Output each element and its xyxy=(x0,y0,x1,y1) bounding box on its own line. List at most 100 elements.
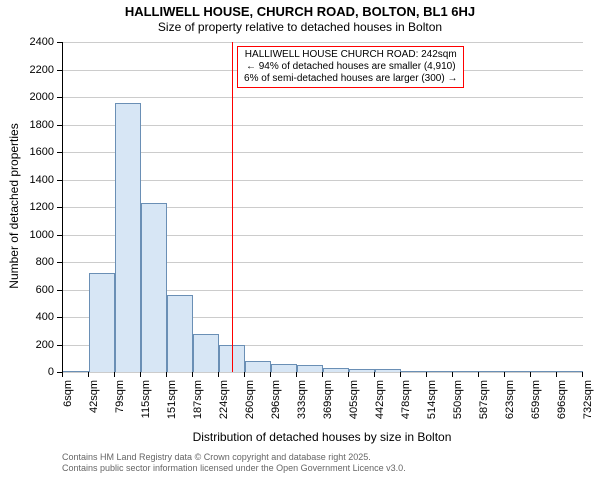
y-tick xyxy=(57,42,62,43)
histogram-bar xyxy=(63,371,89,372)
x-tick xyxy=(322,372,323,377)
y-tick xyxy=(57,262,62,263)
y-tick xyxy=(57,97,62,98)
x-tick-label: 187sqm xyxy=(192,380,204,430)
reference-line xyxy=(232,42,233,372)
x-tick-label: 623sqm xyxy=(504,380,516,430)
histogram-bar xyxy=(401,371,427,372)
y-tick-label: 1600 xyxy=(0,146,54,158)
y-tick-label: 2200 xyxy=(0,64,54,76)
y-tick-label: 1800 xyxy=(0,119,54,131)
x-tick xyxy=(270,372,271,377)
plot-area xyxy=(62,42,583,373)
x-tick-label: 732sqm xyxy=(582,380,594,430)
x-tick xyxy=(166,372,167,377)
histogram-bar xyxy=(193,334,219,373)
y-tick-label: 200 xyxy=(0,339,54,351)
x-tick xyxy=(504,372,505,377)
x-tick xyxy=(452,372,453,377)
x-tick-label: 333sqm xyxy=(296,380,308,430)
x-tick xyxy=(556,372,557,377)
y-gridline xyxy=(63,372,583,373)
x-tick xyxy=(426,372,427,377)
x-tick-label: 6sqm xyxy=(62,380,74,430)
chart-container: HALLIWELL HOUSE, CHURCH ROAD, BOLTON, BL… xyxy=(0,0,600,500)
y-tick xyxy=(57,125,62,126)
histogram-bar xyxy=(375,369,401,372)
y-tick-label: 1000 xyxy=(0,229,54,241)
x-tick-label: 442sqm xyxy=(374,380,386,430)
x-tick-label: 260sqm xyxy=(244,380,256,430)
x-tick xyxy=(62,372,63,377)
y-tick-label: 600 xyxy=(0,284,54,296)
annotation-line1: HALLIWELL HOUSE CHURCH ROAD: 242sqm xyxy=(244,49,457,61)
x-tick xyxy=(140,372,141,377)
histogram-bar xyxy=(505,371,531,372)
y-gridline xyxy=(63,180,583,181)
y-gridline xyxy=(63,152,583,153)
x-tick-label: 115sqm xyxy=(140,380,152,430)
histogram-bar xyxy=(89,273,115,372)
y-tick xyxy=(57,235,62,236)
histogram-bar xyxy=(115,103,141,373)
x-tick xyxy=(296,372,297,377)
y-tick xyxy=(57,70,62,71)
y-tick xyxy=(57,207,62,208)
x-tick xyxy=(192,372,193,377)
histogram-bar xyxy=(323,368,349,372)
x-tick-label: 79sqm xyxy=(114,380,126,430)
x-tick-label: 224sqm xyxy=(218,380,230,430)
histogram-bar xyxy=(245,361,271,372)
x-tick xyxy=(88,372,89,377)
x-tick xyxy=(478,372,479,377)
annotation-line2: ← 94% of detached houses are smaller (4,… xyxy=(244,61,457,73)
histogram-bar xyxy=(141,203,167,372)
histogram-bar xyxy=(427,371,453,372)
histogram-bar xyxy=(297,365,323,372)
y-gridline xyxy=(63,125,583,126)
x-tick xyxy=(374,372,375,377)
x-tick xyxy=(530,372,531,377)
histogram-bar xyxy=(349,369,375,372)
title-line2: Size of property relative to detached ho… xyxy=(0,20,600,34)
x-tick-label: 514sqm xyxy=(426,380,438,430)
histogram-bar xyxy=(167,295,193,372)
y-tick-label: 2400 xyxy=(0,36,54,48)
y-tick-label: 800 xyxy=(0,256,54,268)
x-tick xyxy=(582,372,583,377)
y-tick-label: 400 xyxy=(0,311,54,323)
y-tick xyxy=(57,345,62,346)
x-tick-label: 296sqm xyxy=(270,380,282,430)
y-tick xyxy=(57,290,62,291)
y-tick xyxy=(57,180,62,181)
x-tick-label: 151sqm xyxy=(166,380,178,430)
y-tick-label: 1400 xyxy=(0,174,54,186)
footer-line1: Contains HM Land Registry data © Crown c… xyxy=(62,452,406,463)
y-gridline xyxy=(63,42,583,43)
y-tick xyxy=(57,317,62,318)
y-tick-label: 2000 xyxy=(0,91,54,103)
histogram-bar xyxy=(479,371,505,372)
x-tick xyxy=(218,372,219,377)
annotation-line3: 6% of semi-detached houses are larger (3… xyxy=(244,73,457,85)
x-axis-label: Distribution of detached houses by size … xyxy=(62,430,582,444)
footer-line2: Contains public sector information licen… xyxy=(62,463,406,474)
x-tick-label: 478sqm xyxy=(400,380,412,430)
x-tick xyxy=(244,372,245,377)
annotation-box: HALLIWELL HOUSE CHURCH ROAD: 242sqm ← 94… xyxy=(237,46,464,88)
histogram-bar xyxy=(271,364,297,372)
x-tick xyxy=(348,372,349,377)
y-tick xyxy=(57,152,62,153)
x-tick-label: 659sqm xyxy=(530,380,542,430)
histogram-bar xyxy=(557,371,583,372)
histogram-bar xyxy=(531,371,557,372)
y-tick-label: 1200 xyxy=(0,201,54,213)
x-tick xyxy=(114,372,115,377)
x-tick-label: 696sqm xyxy=(556,380,568,430)
x-tick-label: 42sqm xyxy=(88,380,100,430)
x-tick-label: 369sqm xyxy=(322,380,334,430)
x-tick xyxy=(400,372,401,377)
x-tick-label: 405sqm xyxy=(348,380,360,430)
title-line1: HALLIWELL HOUSE, CHURCH ROAD, BOLTON, BL… xyxy=(0,4,600,20)
footer: Contains HM Land Registry data © Crown c… xyxy=(62,452,406,474)
